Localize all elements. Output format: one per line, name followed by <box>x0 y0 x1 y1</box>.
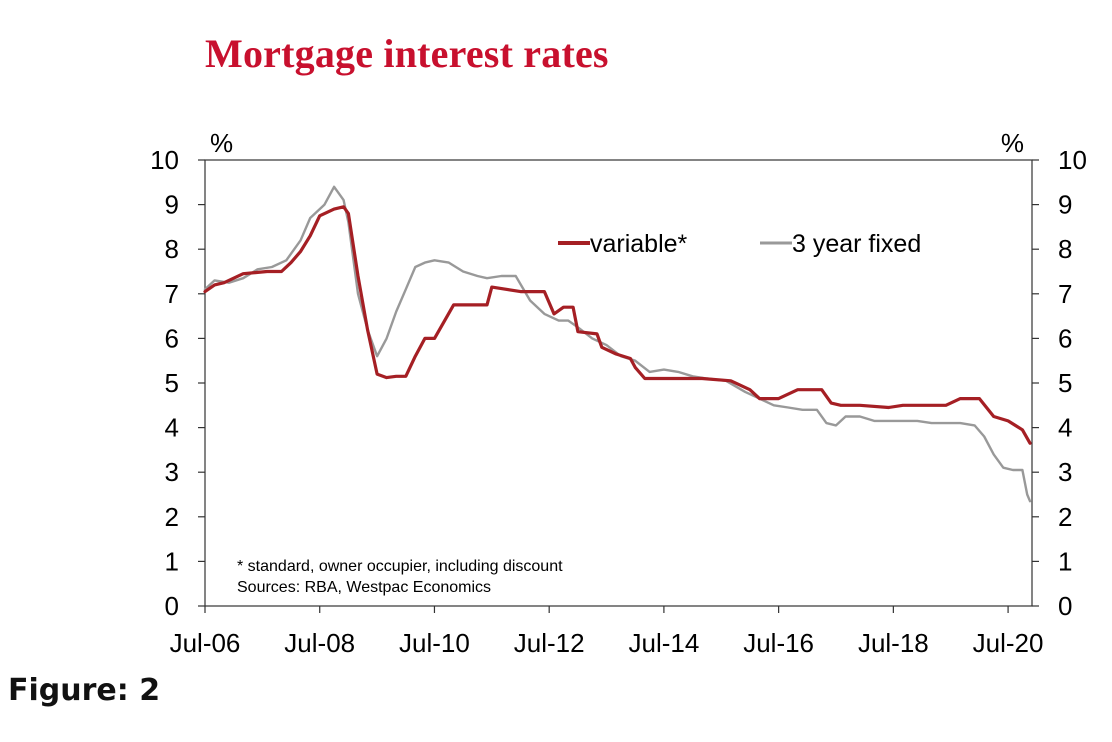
x-tick-label: Jul-20 <box>973 628 1044 658</box>
y-tick-label-right: 1 <box>1058 546 1072 576</box>
y-tick-label-right: 3 <box>1058 457 1072 487</box>
y-tick-label-right: 10 <box>1058 145 1087 175</box>
y-tick-label-right: 6 <box>1058 323 1072 353</box>
chart-note: * standard, owner occupier, including di… <box>237 558 563 575</box>
x-tick-label: Jul-06 <box>170 628 241 658</box>
legend-label-3-year-fixed: 3 year fixed <box>792 230 921 258</box>
y-tick-label-left: 5 <box>165 368 179 398</box>
x-tick-label: Jul-14 <box>628 628 699 658</box>
chart-title: Mortgage interest rates <box>205 31 609 76</box>
chart-axes <box>204 159 1033 607</box>
y-tick-label-left: 6 <box>165 323 179 353</box>
y-tick-label-left: 7 <box>165 279 179 309</box>
y-tick-label-left: 8 <box>165 234 179 264</box>
y-tick-label-left: 4 <box>165 413 179 443</box>
x-tick-label: Jul-10 <box>399 628 470 658</box>
y-tick-label-left: 3 <box>165 457 179 487</box>
plot-frame <box>204 159 1033 607</box>
chart-series-lines <box>203 185 1032 503</box>
y-tick-label-right: 5 <box>1058 368 1072 398</box>
y-tick-label-right: 7 <box>1058 279 1072 309</box>
y-tick-label-right: 8 <box>1058 234 1072 264</box>
chart-notes: * standard, owner occupier, including di… <box>237 558 563 596</box>
line-chart: 0 0 1 1 2 2 3 3 4 4 5 5 6 6 7 7 8 8 9 9 10 10% % Jul-06 Jul-08 Ju… <box>150 128 1087 658</box>
y-tick-label-right: 0 <box>1058 591 1072 621</box>
y-tick-label-right: 4 <box>1058 413 1072 443</box>
y-tick-label-left: 1 <box>165 546 179 576</box>
series-line-variable <box>203 205 1032 445</box>
chart-ticks: 0 0 1 1 2 2 3 3 4 4 5 5 6 6 7 7 8 8 9 9 10 10% % Jul-06 Jul-08 Ju… <box>150 128 1087 658</box>
y-tick-label-left: 10 <box>150 145 179 175</box>
x-tick-label: Jul-12 <box>514 628 585 658</box>
y-axis-unit-left: % <box>210 128 233 158</box>
x-tick-label: Jul-08 <box>284 628 355 658</box>
y-tick-label-left: 9 <box>165 190 179 220</box>
y-tick-label-right: 2 <box>1058 502 1072 532</box>
x-tick-label: Jul-16 <box>743 628 814 658</box>
legend-label-variable: variable* <box>590 230 688 258</box>
y-axis-unit-right: % <box>1001 128 1024 158</box>
x-tick-label: Jul-18 <box>858 628 929 658</box>
chart-note: Sources: RBA, Westpac Economics <box>237 579 491 596</box>
y-tick-label-left: 2 <box>165 502 179 532</box>
y-tick-label-left: 0 <box>165 591 179 621</box>
chart-legend: variable* 3 year fixed <box>558 230 921 258</box>
figure-label: Figure: 2 <box>8 673 161 708</box>
y-tick-label-right: 9 <box>1058 190 1072 220</box>
